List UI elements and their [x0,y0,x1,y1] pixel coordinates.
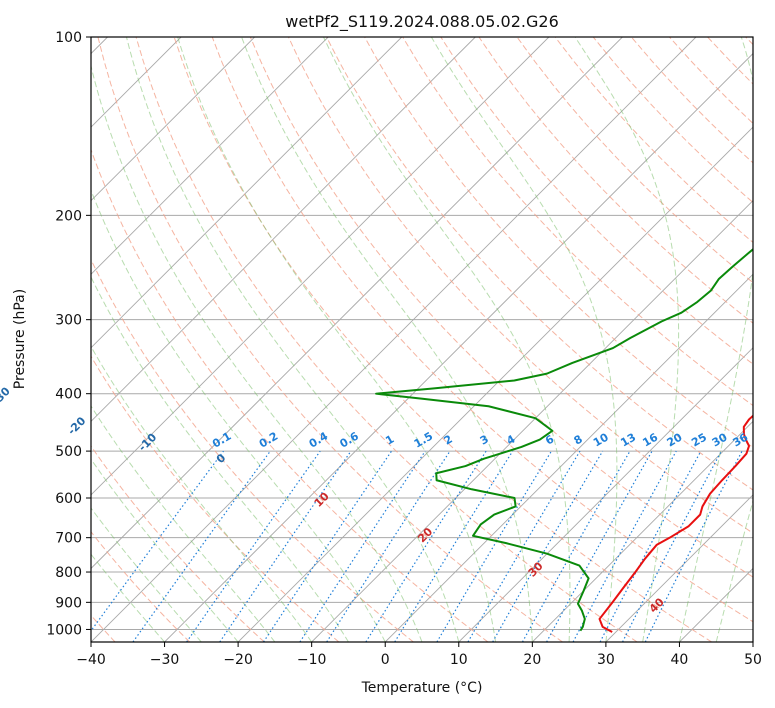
moist-adiabat-line [91,275,349,642]
isotherm-line [91,37,476,422]
x-tick-label: 20 [523,652,541,668]
dry-adiabat-line [249,37,753,578]
dry-adiabat-line [211,37,753,623]
y-tick-label: 1000 [46,622,82,638]
mixing-ratio-line [521,450,631,642]
moist-adiabat-line [91,405,276,642]
isotherm-line [237,126,753,642]
dry-adiabat-line [97,37,563,642]
y-tick-label: 100 [55,30,82,46]
isotherm-line [91,37,403,349]
mixing-ratio-line [572,450,677,642]
moist-adiabat-line [241,37,533,642]
mixing-ratio-line [326,450,451,642]
x-tick-label: 0 [381,652,390,668]
sounding-profiles [375,248,753,633]
y-tick-label: 600 [55,491,82,507]
isotherm-line [91,37,623,570]
mixing-ratio-line [546,450,653,642]
moist-adiabat-line [177,37,497,642]
moist-adiabat-line [91,64,423,642]
mixing-ratio-line [132,450,271,642]
moist-adiabat-line [430,37,618,642]
dry-adiabat-line [440,37,753,365]
y-tick-label: 800 [55,565,82,581]
plot-frame [90,36,754,643]
x-tick-label: −40 [76,652,106,668]
x-tick-label: 10 [450,652,468,668]
dry-adiabat-line [287,37,753,534]
isotherm-line [164,52,753,642]
y-tick-label: 900 [55,595,82,611]
mixing-ratio-line [394,450,514,642]
mixing-ratio-line [299,450,426,642]
x-tick-label: 50 [744,652,762,668]
isotherm-line [384,273,753,642]
mixing-ratio-line [644,450,743,642]
isotherm-line [91,37,329,275]
moist-adiabat-line [91,458,239,642]
x-axis-label: Temperature (°C) [361,680,483,696]
moist-adiabat-line [91,345,313,642]
reference-lines [91,37,753,642]
moist-adiabat-line [91,188,386,642]
dry-adiabat-line [91,531,191,642]
y-tick-label: 300 [55,313,82,329]
y-axis-label: Pressure (hPa) [12,289,28,389]
dry-adiabat-line [516,37,753,284]
isotherm-line [91,37,255,202]
moist-adiabat-line [323,37,571,642]
mixing-ratio-line [91,450,225,632]
y-tick-label: 500 [55,444,82,460]
axes: −40 −30 −20 −10 0 10 20 30 40 50 100 200 300 400 500 60… [46,30,762,668]
mixing-ratio-line [219,450,352,642]
dewpoint-profile [375,248,753,632]
x-tick-label: −10 [297,652,327,668]
isotherm-line [458,347,753,642]
y-tick-label: 700 [55,531,82,547]
x-tick-label: −30 [150,652,180,668]
x-tick-label: −20 [223,652,253,668]
dry-adiabat-line [91,258,414,642]
moist-adiabat-line [678,37,753,642]
mixing-ratio-line [263,450,393,642]
moist-adiabat-line [91,507,202,642]
dry-adiabat-line [402,37,753,407]
isotherm-line [605,494,753,642]
dry-adiabat-line [326,37,753,491]
moist-adiabat-line [91,553,165,642]
isotherm-line [91,37,550,496]
temperature-profile [598,414,753,633]
dry-adiabat-line [173,37,713,642]
moist-adiabat-line [574,37,680,642]
isotherm-line [532,420,753,642]
dry-adiabat-line [135,37,638,642]
y-tick-label: 200 [55,208,82,224]
y-tick-label: 400 [55,387,82,403]
chart-title: wetPf2_S119.2024.088.05.02.G26 [285,12,559,32]
x-tick-label: 40 [671,652,689,668]
x-tick-label: 30 [597,652,615,668]
mixing-ratio-line [186,450,321,642]
dry-adiabat-line [91,445,265,642]
dry-adiabat-line [91,355,340,642]
dry-adiabat-line [91,148,489,642]
moist-adiabat-line [125,37,460,642]
